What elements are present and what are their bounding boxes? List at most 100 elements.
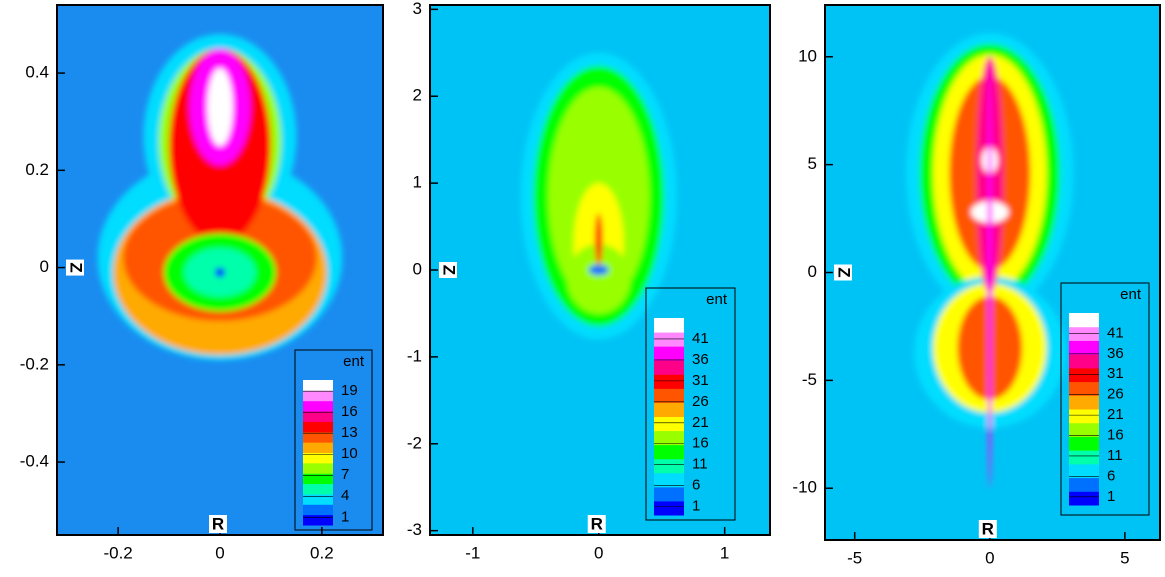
colorbar-tick-label: 4 <box>341 487 349 504</box>
colorbar-band <box>654 402 684 417</box>
colorbar-band <box>1069 326 1099 341</box>
colorbar-band <box>303 514 333 526</box>
contour-region <box>987 56 992 489</box>
contour-field <box>97 34 343 360</box>
colorbar-tick-label: 11 <box>692 456 708 473</box>
colorbar-tick-label: 31 <box>692 372 709 389</box>
colorbar-frame <box>294 349 373 531</box>
y-tick-label: -3 <box>407 520 422 539</box>
x-tick-label: 0.2 <box>310 543 334 562</box>
x-tick-label: 0 <box>594 543 603 562</box>
colorbar-tick-label: 19 <box>341 382 358 399</box>
y-tick-label: 0.4 <box>25 63 49 82</box>
y-tick-label: -2 <box>407 433 422 452</box>
x-axis-label: R <box>982 519 994 538</box>
colorbar-band <box>1069 340 1099 355</box>
colorbar-band <box>654 318 684 333</box>
colorbar-tick-label: 1 <box>341 508 349 525</box>
y-tick-label: 10 <box>798 46 817 65</box>
colorbar-band <box>654 416 684 432</box>
colorbar-band <box>654 444 684 460</box>
colorbar-band <box>654 458 684 474</box>
colorbar-band <box>303 400 333 412</box>
colorbar-band <box>303 493 333 505</box>
y-tick-label: -5 <box>802 370 817 389</box>
colorbar-tick-label: 21 <box>692 414 709 431</box>
x-tick-label: 5 <box>1120 548 1129 567</box>
colorbar-title: ent <box>343 353 365 370</box>
colorbar-band <box>303 452 333 464</box>
colorbar-band <box>303 442 333 453</box>
colorbar-band <box>1069 367 1099 383</box>
y-axis-label: Z <box>67 262 86 272</box>
colorbar-tick-label: 16 <box>341 403 358 420</box>
colorbar-band <box>654 500 684 516</box>
colorbar-band <box>654 374 684 389</box>
colorbar-band <box>1069 409 1099 424</box>
y-axis-label: Z <box>440 265 459 275</box>
x-tick-label: -5 <box>847 548 862 567</box>
colorbar-band <box>654 430 684 446</box>
colorbar-tick-label: 31 <box>1107 365 1124 382</box>
colorbar-frame <box>1060 282 1150 516</box>
colorbar-tick-label: 21 <box>1107 406 1124 423</box>
colorbar-band <box>654 472 684 488</box>
x-tick-label: -1 <box>465 543 480 562</box>
y-tick-label: 0.2 <box>25 160 49 179</box>
x-axis-label: R <box>212 514 224 533</box>
colorbar-title: ent <box>706 291 728 308</box>
colorbar-band <box>1069 395 1099 410</box>
colorbar: ent 1 4 7 10 13 16 19 <box>294 349 373 531</box>
colorbar-tick-label: 41 <box>692 330 709 347</box>
colorbar-band <box>654 360 684 375</box>
colorbar-band <box>303 421 333 433</box>
colorbar-tick-label: 10 <box>341 445 358 462</box>
colorbar-band <box>654 388 684 403</box>
colorbar-band <box>303 473 333 485</box>
colorbar-tick-label: 1 <box>692 498 700 515</box>
y-axis-label: Z <box>835 267 854 277</box>
colorbar-tick-label: 11 <box>1107 447 1123 464</box>
y-tick-label: 1 <box>413 173 422 192</box>
colorbar-band <box>1069 422 1099 437</box>
colorbar-band <box>303 411 333 422</box>
contour-field <box>906 33 1074 489</box>
contour-field <box>520 52 677 340</box>
colorbar-band <box>1069 436 1099 451</box>
colorbar-band <box>654 346 684 361</box>
colorbar-band <box>1069 491 1099 506</box>
colorbar-band <box>1069 381 1099 396</box>
colorbar-tick-label: 7 <box>341 466 349 483</box>
y-tick-label: -1 <box>407 346 422 365</box>
colorbar-tick-label: 36 <box>1107 345 1124 362</box>
colorbar-band <box>1069 450 1099 465</box>
colorbar-tick-label: 26 <box>692 393 709 410</box>
colorbar-band <box>303 483 333 495</box>
colorbar-tick-label: 6 <box>692 477 700 494</box>
x-tick-label: 0 <box>215 543 224 562</box>
y-tick-label: -0.4 <box>20 452 49 471</box>
x-tick-label: 0 <box>985 548 994 567</box>
contour-region <box>594 213 603 266</box>
y-tick-label: 5 <box>808 154 817 173</box>
colorbar-band <box>1069 463 1099 479</box>
x-tick-label: -0.2 <box>103 543 132 562</box>
contour-region <box>588 264 609 276</box>
colorbar-band <box>303 431 333 443</box>
y-tick-label: 0 <box>40 257 49 276</box>
y-tick-label: 0 <box>808 262 817 281</box>
colorbar-frame <box>645 287 736 521</box>
colorbar-tick-label: 1 <box>1107 488 1115 505</box>
colorbar-band <box>654 332 684 347</box>
colorbar-band <box>1069 477 1099 492</box>
colorbar-tick-label: 13 <box>341 424 358 441</box>
y-tick-label: -10 <box>792 478 817 497</box>
colorbar-band <box>1069 354 1099 369</box>
y-tick-label: 3 <box>413 0 422 18</box>
contour-region <box>214 267 226 278</box>
y-tick-label: 2 <box>413 86 422 105</box>
